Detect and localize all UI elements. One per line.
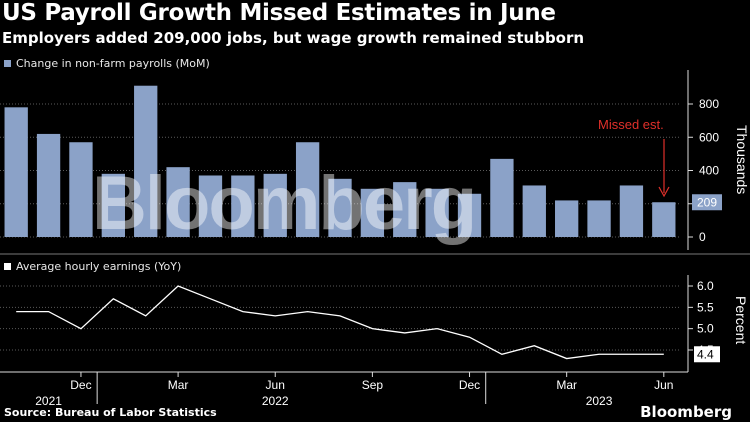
annotation-label: Missed est. — [598, 117, 664, 132]
x-tick-label: Dec — [70, 378, 91, 392]
watermark-logo: Bloomberg — [92, 161, 475, 246]
bar — [166, 167, 190, 237]
bar — [490, 158, 514, 237]
legend-earnings: Average hourly earnings (YoY) — [4, 260, 181, 273]
bar — [457, 193, 482, 237]
x-tick-label: Mar — [168, 378, 189, 392]
bar — [295, 142, 320, 237]
last-value-label-top: 209 — [697, 195, 717, 209]
bar — [555, 200, 579, 237]
x-year-label: 2023 — [586, 394, 613, 408]
bar — [328, 178, 352, 237]
x-year-label: 2021 — [35, 394, 62, 408]
y-axis-title-bottom: Percent — [733, 296, 749, 344]
earnings-line — [16, 285, 664, 360]
y-tick-label-bottom: 5.0 — [697, 322, 714, 336]
bar — [619, 185, 644, 237]
last-value-box-top — [692, 194, 722, 211]
chart-subtitle: Employers added 209,000 jobs, but wage g… — [2, 29, 585, 47]
legend-swatch-line — [4, 263, 11, 270]
bar — [4, 107, 28, 237]
bar — [393, 182, 417, 237]
legend-swatch-bar — [4, 60, 11, 67]
last-value-box-bottom — [694, 346, 720, 363]
x-tick-label: Jun — [654, 378, 673, 392]
legend-label-earnings: Average hourly earnings (YoY) — [16, 260, 182, 273]
bar — [522, 185, 546, 237]
y-tick-label-top: 400 — [699, 164, 719, 178]
bar — [263, 173, 287, 237]
x-year-label: 2022 — [262, 394, 289, 408]
y-tick-label-bottom: 5.5 — [697, 300, 714, 314]
bar — [134, 85, 158, 238]
legend-payrolls: Change in non-farm payrolls (MoM) — [4, 57, 210, 70]
legend-label-payrolls: Change in non-farm payrolls (MoM) — [16, 57, 210, 70]
bar — [198, 175, 223, 237]
x-tick-label: Jun — [266, 378, 285, 392]
bar — [69, 142, 93, 237]
chart-title: US Payroll Growth Missed Estimates in Ju… — [2, 0, 556, 26]
bar — [425, 188, 449, 237]
y-tick-label-bottom: 6.0 — [697, 279, 714, 293]
brand-logo: Bloomberg — [640, 403, 732, 421]
bar — [101, 173, 125, 237]
source-note: Source: Bureau of Labor Statistics — [4, 406, 217, 419]
last-value-label-bottom: 4.4 — [697, 347, 714, 361]
y-axis-title-top: Thousands — [734, 125, 750, 194]
bar — [652, 202, 676, 237]
bar — [231, 175, 255, 237]
x-tick-label: Mar — [556, 378, 577, 392]
bar — [360, 188, 385, 237]
y-tick-label-top: 800 — [699, 97, 719, 111]
bar — [36, 133, 61, 237]
y-tick-label-top: 0 — [699, 230, 706, 244]
bar — [587, 200, 611, 237]
annotation-arrow-head — [658, 186, 670, 198]
x-tick-label: Sep — [362, 378, 384, 392]
x-tick-label: Dec — [459, 378, 480, 392]
y-tick-label-top: 600 — [699, 130, 719, 144]
